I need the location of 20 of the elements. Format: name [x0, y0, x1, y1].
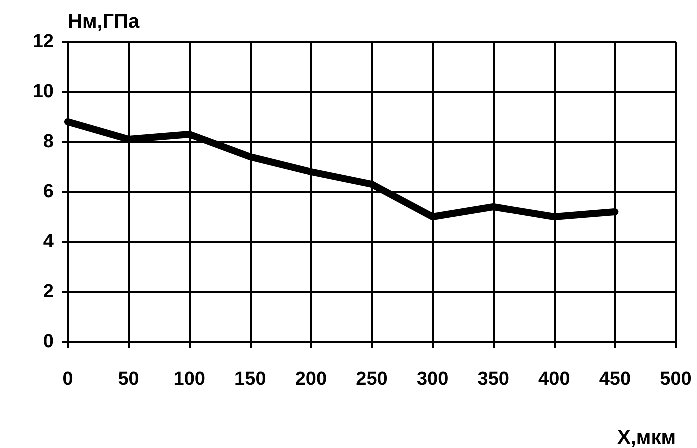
x-tick-label: 50: [118, 369, 140, 390]
y-axis-title: Нм,ГПа: [68, 11, 141, 33]
x-tick-label: 250: [356, 369, 388, 390]
x-tick-label: 150: [234, 369, 266, 390]
x-tick-label: 0: [62, 369, 74, 390]
y-tick-label: 4: [43, 232, 54, 252]
x-tick-label: 500: [660, 369, 692, 390]
x-axis-title: X,мкм: [618, 427, 676, 448]
x-tick-label: 300: [416, 369, 449, 390]
x-tick-label: 200: [295, 369, 328, 390]
x-tick-label: 450: [599, 369, 632, 390]
y-tick-label: 10: [32, 82, 54, 102]
y-tick-label: 8: [43, 132, 54, 152]
x-tick-label: 400: [538, 369, 570, 390]
y-tick-label: 2: [43, 282, 54, 302]
y-tick-label: 0: [43, 332, 54, 352]
y-tick-label: 6: [43, 182, 54, 202]
y-tick-label: 12: [32, 32, 54, 52]
x-tick-label: 100: [174, 369, 206, 390]
x-tick-label: 350: [478, 369, 510, 390]
